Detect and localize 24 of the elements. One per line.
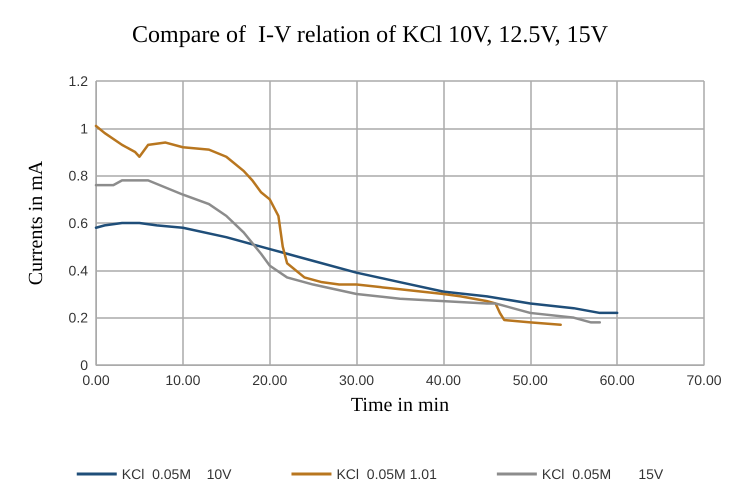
x-tick-label: 10.00 (165, 372, 201, 388)
y-tick-label: 0.6 (68, 215, 88, 231)
chart-title: Compare of I-V relation of KCl 10V, 12.5V, 15V (132, 22, 609, 48)
y-tick-label: 0.2 (68, 310, 88, 326)
x-tick-label: 30.00 (339, 372, 374, 388)
line-series (94, 179, 602, 324)
x-axis-title: Time in min (350, 394, 450, 416)
legend-label: KCl 0.05M 10V (122, 466, 232, 482)
legend-label: KCl 0.05M 15V (542, 466, 664, 482)
y-axis-title: Currents in mA (25, 160, 47, 286)
y-tick-label: 1.2 (68, 73, 88, 89)
y-tick-label: 1 (80, 120, 88, 136)
line-series (94, 222, 618, 314)
y-tick-label: 0 (80, 357, 88, 373)
y-tick-label: 0.4 (68, 262, 88, 278)
y-tick-label: 0.8 (68, 168, 88, 184)
x-tick-label: 0.00 (82, 372, 110, 388)
x-tick-label: 50.00 (512, 372, 548, 388)
x-tick-label: 40.00 (426, 372, 462, 388)
legend-label: KCl 0.05M 1.01 (336, 466, 438, 482)
line-series (94, 124, 562, 326)
x-tick-label: 60.00 (600, 372, 635, 388)
x-tick-label: 70.00 (686, 372, 722, 388)
x-tick-label: 20.00 (252, 372, 288, 388)
